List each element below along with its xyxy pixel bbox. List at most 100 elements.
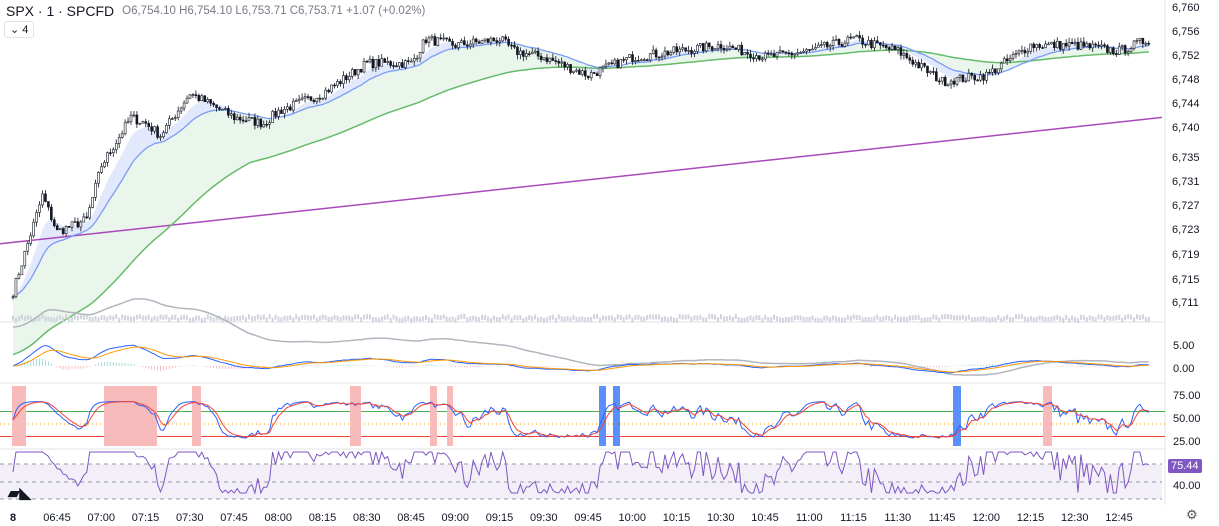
candle-body bbox=[949, 80, 953, 85]
candle-body bbox=[586, 75, 590, 79]
volume-bar bbox=[336, 315, 339, 321]
time-tick: 10:00 bbox=[618, 512, 647, 524]
candle-body bbox=[1109, 47, 1112, 53]
volume-bar bbox=[607, 315, 610, 321]
volume-bar bbox=[377, 317, 380, 323]
volume-bar bbox=[861, 317, 864, 323]
volume-bar bbox=[174, 314, 177, 320]
candle-body bbox=[575, 69, 578, 72]
candle-body bbox=[448, 38, 451, 42]
volume-bar bbox=[1017, 314, 1020, 320]
candle-body bbox=[147, 123, 150, 127]
volume-bar bbox=[203, 317, 206, 323]
volume-bar bbox=[784, 317, 787, 323]
volume-bar bbox=[366, 314, 368, 320]
volume-bar bbox=[392, 314, 395, 320]
candle-body bbox=[232, 113, 236, 121]
candle-body bbox=[828, 45, 832, 48]
volume-bar bbox=[425, 315, 427, 321]
candle-body bbox=[392, 65, 395, 67]
candle-body bbox=[690, 50, 693, 54]
candle-body bbox=[454, 45, 457, 48]
volume-bar bbox=[1141, 314, 1144, 320]
candle-body bbox=[288, 106, 292, 111]
volume-bar bbox=[1103, 316, 1106, 322]
candle-body bbox=[274, 111, 277, 117]
candle-body bbox=[595, 73, 599, 77]
candle-body bbox=[581, 70, 584, 75]
volume-bar bbox=[1065, 314, 1068, 320]
volume-bar bbox=[345, 315, 348, 321]
volume-bar bbox=[622, 316, 625, 322]
volume-bar bbox=[543, 317, 545, 323]
volume-bar bbox=[127, 315, 130, 321]
candle-body bbox=[996, 68, 1000, 74]
settings-icon[interactable]: ⚙ bbox=[1186, 507, 1198, 522]
volume-bar bbox=[404, 316, 407, 322]
volume-bar bbox=[250, 316, 253, 322]
candle-body bbox=[1067, 42, 1071, 47]
candle-body bbox=[389, 61, 392, 66]
candle-body bbox=[758, 55, 761, 60]
volume-bar bbox=[197, 315, 200, 321]
volume-bar bbox=[566, 316, 569, 322]
candle-body bbox=[82, 216, 86, 223]
candle-body bbox=[244, 120, 248, 123]
volume-bar bbox=[1106, 315, 1109, 321]
candle-body bbox=[766, 52, 770, 55]
volume-bar bbox=[767, 317, 770, 323]
symbol-title[interactable]: SPX · 1 · SPCFD bbox=[6, 3, 115, 19]
volume-bar bbox=[796, 315, 799, 321]
indicators-collapse-button[interactable]: ⌄ 4 bbox=[4, 21, 35, 38]
candle-body bbox=[899, 47, 903, 56]
volume-bar bbox=[908, 315, 911, 321]
volume-bar bbox=[545, 317, 548, 323]
candle-body bbox=[262, 124, 266, 128]
candle-body bbox=[837, 39, 841, 45]
price-tick: 6,735 bbox=[1172, 152, 1200, 164]
volume-bar bbox=[191, 317, 194, 323]
candle-body bbox=[545, 57, 549, 62]
volume-bar bbox=[1135, 314, 1138, 320]
candle-body bbox=[129, 114, 133, 122]
volume-bar bbox=[554, 317, 557, 323]
volume-bar bbox=[888, 315, 891, 321]
volume-bar bbox=[144, 315, 147, 321]
candle-body bbox=[979, 74, 982, 81]
volume-bar bbox=[472, 315, 475, 321]
candle-body bbox=[277, 109, 280, 117]
volume-bar bbox=[953, 315, 956, 321]
candle-body bbox=[365, 60, 369, 63]
candle-body bbox=[235, 116, 239, 121]
candle-body bbox=[527, 53, 531, 55]
candle-body bbox=[112, 149, 115, 154]
volume-bar bbox=[448, 317, 451, 323]
volume-bar bbox=[466, 317, 469, 323]
volume-bar bbox=[613, 317, 616, 323]
time-tick: 11:00 bbox=[795, 512, 823, 524]
volume-bar bbox=[59, 314, 62, 320]
price-tick: 6,744 bbox=[1172, 98, 1200, 110]
volume-bar bbox=[681, 314, 684, 320]
candle-body bbox=[1103, 44, 1106, 47]
candle-body bbox=[961, 74, 965, 82]
candle-body bbox=[465, 44, 469, 47]
candle-body bbox=[722, 48, 726, 51]
candle-body bbox=[704, 42, 708, 52]
candle-body bbox=[604, 63, 608, 67]
candle-body bbox=[256, 118, 260, 126]
candle-body bbox=[401, 62, 404, 68]
candle-body bbox=[463, 40, 466, 46]
candle-body bbox=[492, 37, 496, 41]
candle-body bbox=[1002, 58, 1006, 64]
candle-body bbox=[224, 108, 227, 110]
tradingview-logo[interactable]: ▰◣ bbox=[8, 485, 32, 502]
volume-bar bbox=[956, 315, 958, 321]
volume-bar bbox=[902, 316, 905, 322]
candle-body bbox=[589, 72, 593, 79]
candle-body bbox=[253, 117, 257, 126]
volume-bar bbox=[357, 314, 360, 320]
volume-bar bbox=[737, 317, 740, 323]
volume-bar bbox=[770, 317, 773, 323]
